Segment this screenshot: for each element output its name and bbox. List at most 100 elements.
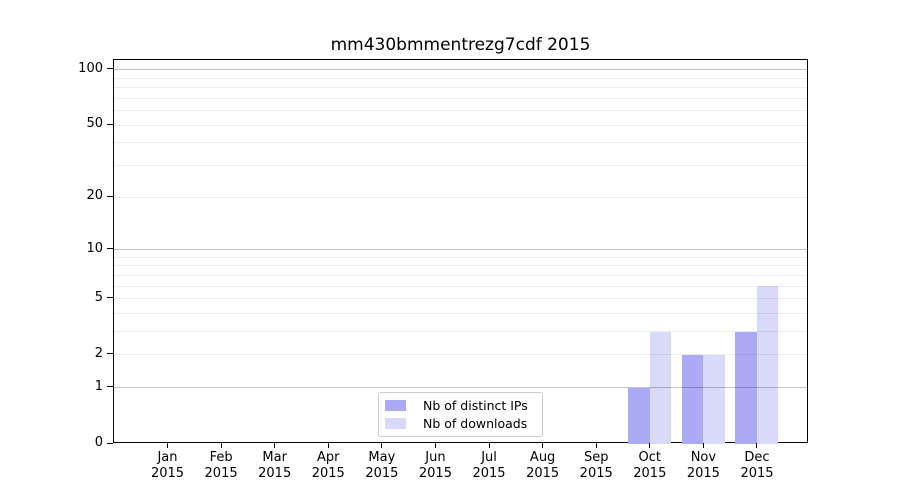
x-tick-label-year: 2015 [311, 466, 345, 481]
legend-item-distinct-ips: Nb of distinct IPs [385, 399, 542, 412]
gridline-minor [114, 256, 807, 258]
x-axis-tick [381, 443, 383, 448]
y-axis-tick [107, 248, 113, 250]
x-tick-label-year: 2015 [633, 466, 667, 481]
x-tick-label-month: Apr [317, 450, 340, 465]
x-axis-tick [702, 443, 704, 448]
x-tick-label-year: 2015 [258, 466, 292, 481]
y-tick-label: 5 [94, 289, 103, 305]
gridline-minor [114, 110, 807, 112]
y-axis-tick [107, 386, 113, 388]
x-tick-label-year: 2015 [418, 466, 452, 481]
x-tick-label: Aug 2015 [511, 450, 575, 482]
legend: Nb of distinct IPs Nb of downloads [378, 392, 543, 437]
gridline-minor [114, 165, 807, 167]
x-axis-tick [488, 443, 490, 448]
x-axis-tick [756, 443, 758, 448]
x-tick-label-month: Jun [425, 450, 446, 465]
x-axis-tick [649, 443, 651, 448]
gridline-minor [114, 285, 807, 287]
y-tick-label: 20 [86, 188, 103, 204]
x-axis-tick [542, 443, 544, 448]
legend-item-downloads: Nb of downloads [385, 417, 542, 430]
gridline-minor [114, 274, 807, 276]
x-axis-tick [274, 443, 276, 448]
x-tick-label-month: Aug [529, 450, 556, 465]
x-axis-tick [167, 443, 168, 448]
gridline-minor [114, 124, 807, 126]
grid-layer [114, 60, 807, 442]
x-tick-label: Jan 2015 [136, 450, 200, 482]
gridline-minor [114, 142, 807, 144]
y-tick-label: 10 [86, 240, 103, 256]
gridline-minor [114, 87, 807, 89]
x-tick-label: May 2015 [350, 450, 414, 482]
x-tick-label-month: Dec [744, 450, 770, 465]
bar-distinct-ips-nov [681, 354, 704, 444]
bar-downloads-nov [703, 354, 725, 444]
x-tick-label: Apr 2015 [296, 450, 360, 482]
y-tick-label: 50 [86, 116, 103, 132]
gridline-minor [114, 77, 807, 79]
x-tick-label: Dec 2015 [725, 450, 789, 482]
x-tick-label: Oct 2015 [618, 450, 682, 482]
x-tick-label-year: 2015 [740, 466, 774, 481]
bar-distinct-ips-dec [735, 331, 757, 444]
y-tick-label: 1 [94, 378, 103, 394]
bar-distinct-ips-oct [628, 387, 650, 444]
x-axis-tick [327, 443, 329, 448]
y-tick-label: 100 [78, 60, 103, 76]
bar-downloads-oct [649, 331, 672, 444]
gridline-minor [114, 354, 807, 356]
chart-title: mm430bmmentrezg7cdf 2015 [330, 35, 591, 55]
gridline-minor [114, 298, 807, 300]
gridline-minor [114, 97, 807, 99]
y-axis-tick [107, 123, 113, 125]
legend-label-downloads: Nb of downloads [423, 416, 528, 432]
x-tick-label: Jul 2015 [457, 450, 521, 482]
x-tick-label-year: 2015 [579, 466, 613, 481]
x-tick-label: Feb 2015 [189, 450, 253, 482]
y-axis-tick [107, 297, 113, 299]
legend-swatch-distinct-ips [385, 399, 406, 411]
x-tick-label-month: Feb [209, 450, 233, 465]
gridline-minor [114, 196, 807, 198]
gridline-minor [114, 313, 807, 314]
bar-downloads-dec [756, 286, 779, 444]
x-tick-label-year: 2015 [365, 466, 399, 481]
x-tick-label-month: Jan [157, 450, 178, 465]
x-tick-label-year: 2015 [204, 466, 238, 481]
x-axis-tick [595, 443, 597, 448]
gridline-major [114, 69, 807, 71]
legend-label-distinct-ips: Nb of distinct IPs [423, 397, 528, 413]
y-axis-tick [107, 68, 113, 70]
x-tick-label: Jun 2015 [403, 450, 467, 482]
x-tick-label: Sep 2015 [564, 450, 628, 482]
plot-area: Nb of distinct IPs Nb of downloads [113, 59, 808, 444]
x-tick-label-year: 2015 [150, 466, 185, 481]
x-tick-label-month: Mar [262, 450, 287, 465]
y-axis-tick [107, 442, 113, 444]
legend-swatch-downloads [385, 418, 406, 430]
x-tick-label-month: Oct [638, 450, 662, 465]
gridline-minor [114, 331, 807, 333]
y-tick-label: 2 [94, 345, 103, 361]
gridline-major [114, 249, 807, 251]
gridline-major [114, 387, 807, 389]
x-tick-label-year: 2015 [686, 466, 720, 481]
x-tick-label-month: Jul [481, 450, 497, 465]
x-axis-tick [434, 443, 436, 448]
x-tick-label-month: Sep [583, 450, 609, 465]
y-axis-tick [107, 353, 113, 355]
x-axis-tick [220, 443, 222, 448]
x-tick-label-year: 2015 [472, 466, 506, 481]
y-axis-tick [107, 195, 113, 197]
x-tick-label-month: May [368, 450, 396, 465]
x-tick-label-year: 2015 [526, 466, 560, 481]
bars-layer [114, 60, 807, 444]
gridline-minor [114, 265, 807, 267]
y-tick-label: 0 [94, 435, 103, 450]
x-tick-label: Mar 2015 [243, 450, 307, 482]
x-tick-label: Nov 2015 [671, 450, 735, 482]
